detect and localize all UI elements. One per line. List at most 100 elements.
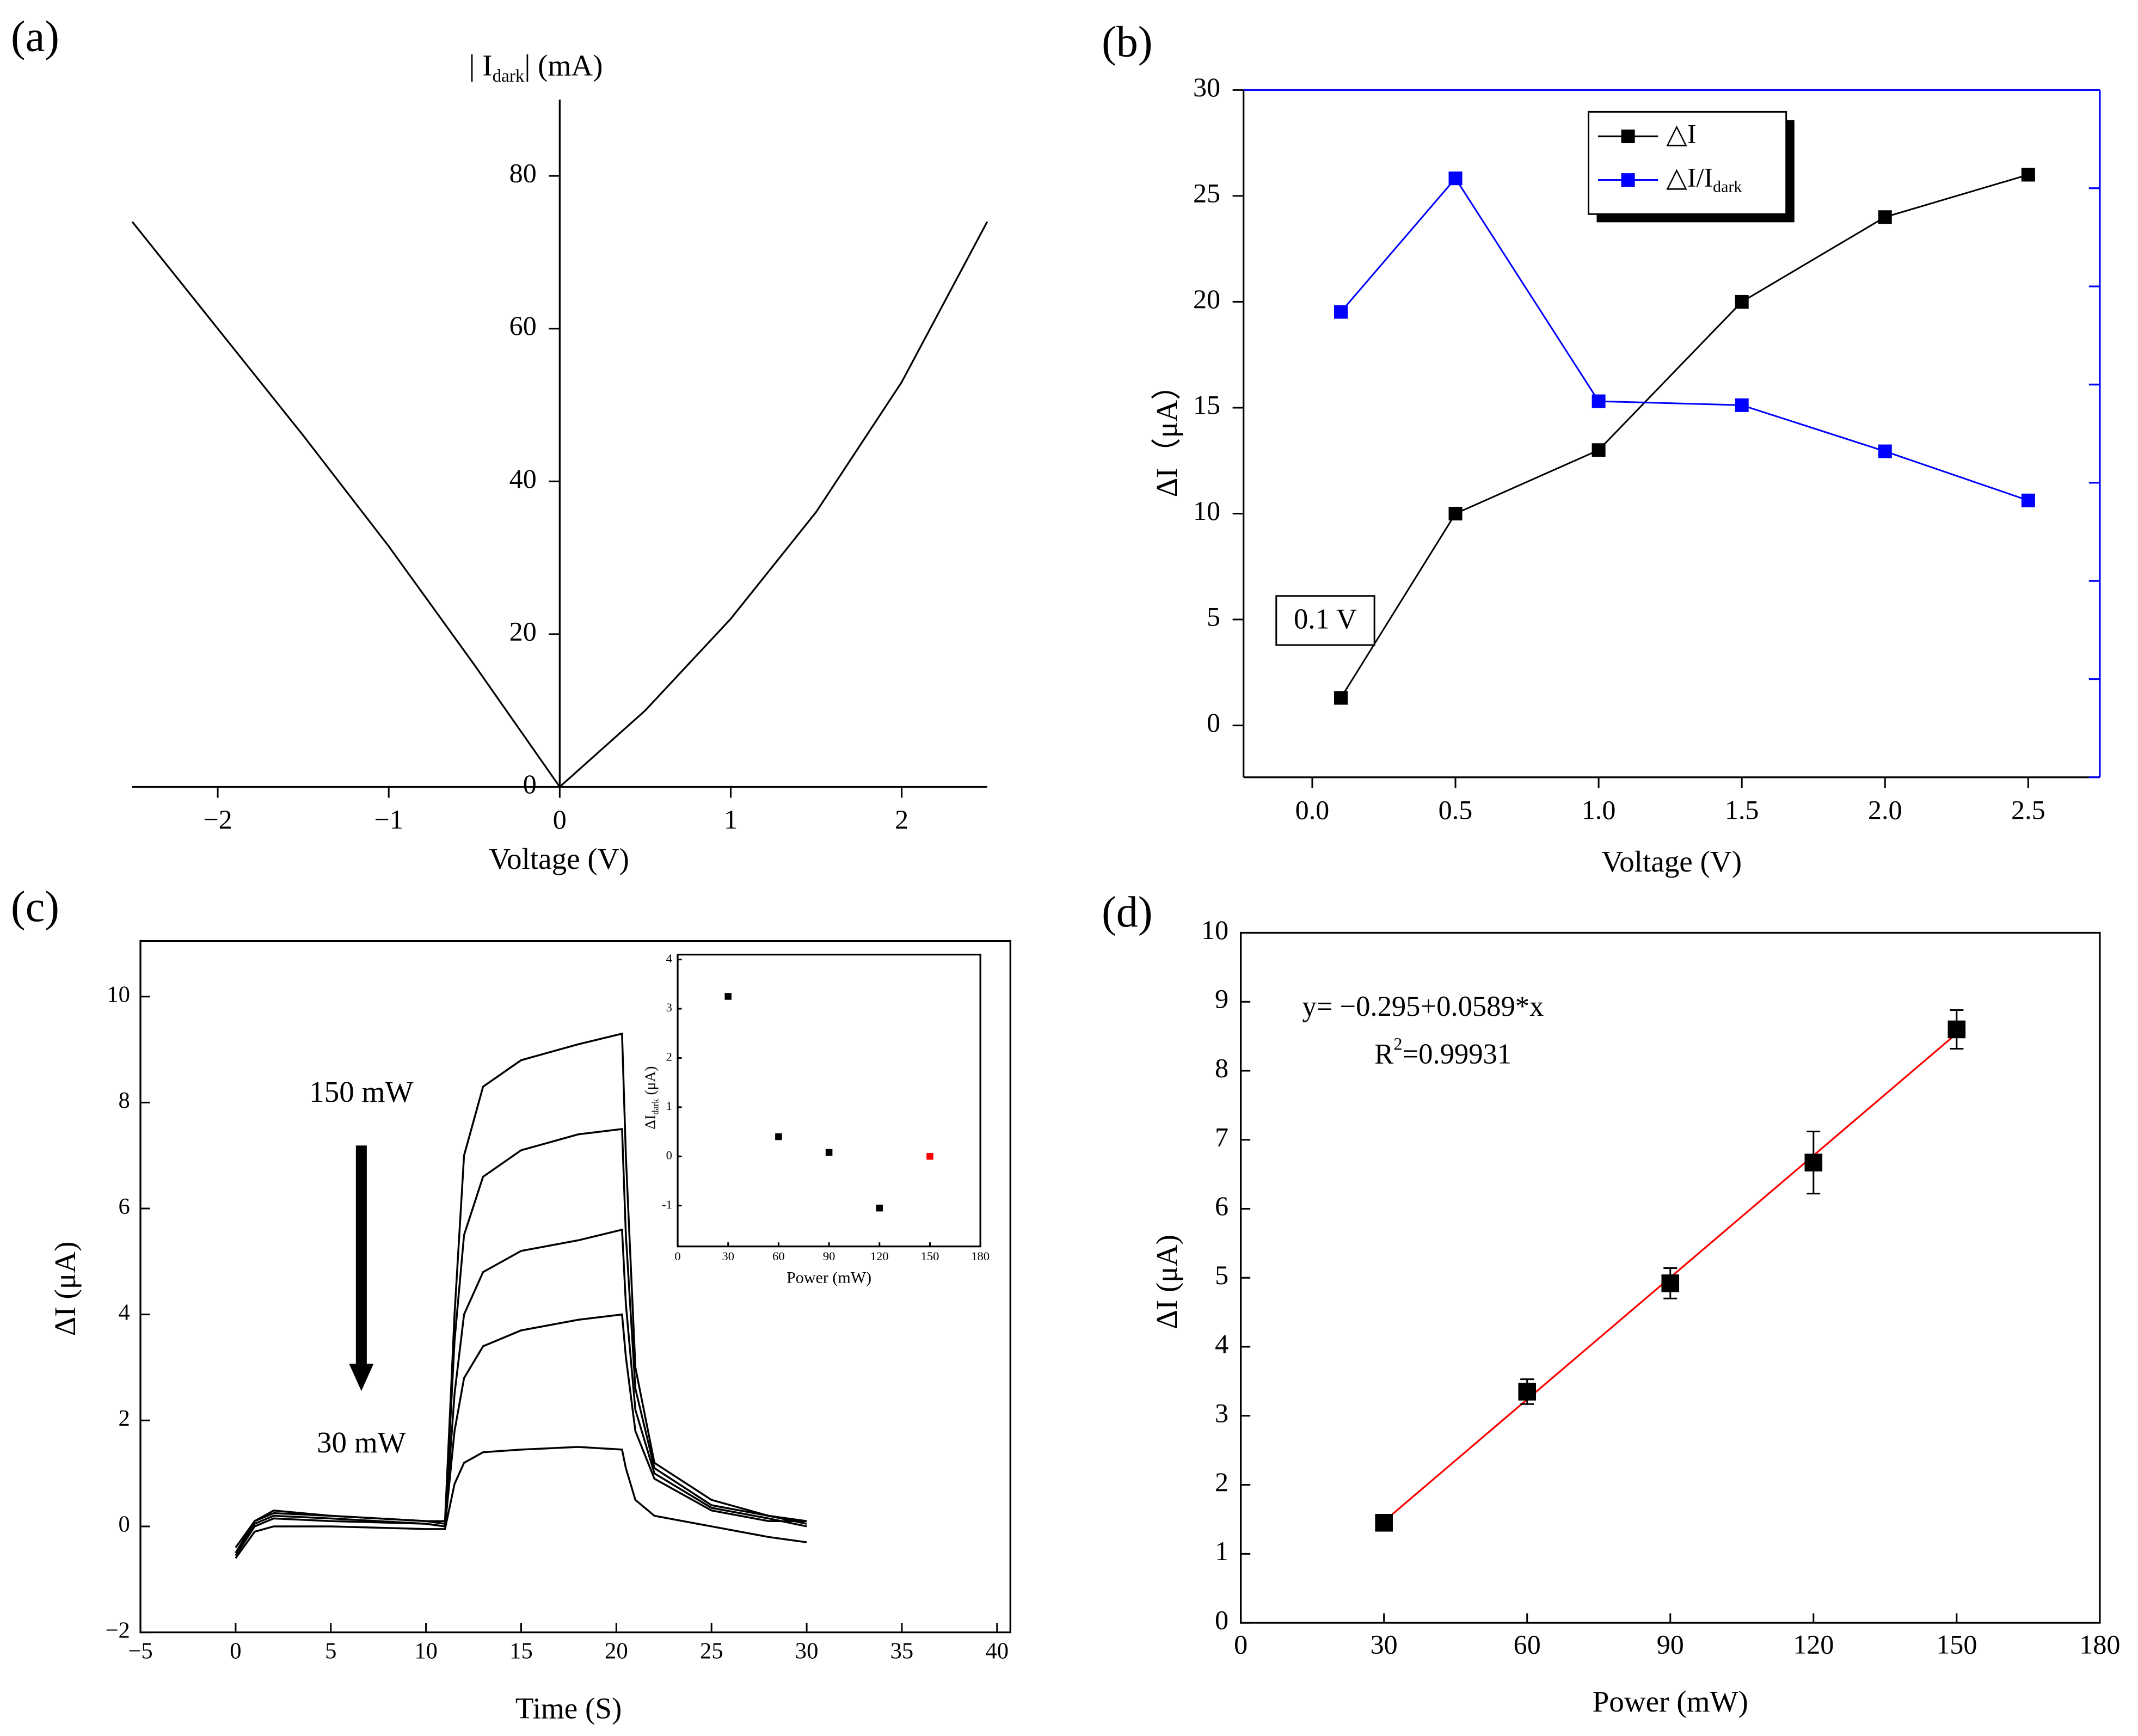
marker	[1375, 1513, 1393, 1532]
x-axis-label: Voltage (V)	[1601, 845, 1742, 878]
x-tick-label: 60	[1514, 1629, 1541, 1660]
y-tick-label: 10	[1193, 495, 1220, 526]
x-tick-label: 60	[772, 1249, 785, 1263]
y-tick-label: 7	[1215, 1121, 1228, 1152]
x-tick-label: 0.0	[1295, 795, 1330, 825]
y-tick-label: 8	[1215, 1053, 1228, 1083]
x-tick-label: 2	[895, 804, 908, 835]
series-line	[235, 1446, 807, 1559]
x-tick-label: 90	[1657, 1629, 1684, 1660]
x-tick-label: 150	[1936, 1629, 1977, 1660]
y-tick-label: 2	[666, 1050, 672, 1064]
marker	[1518, 1383, 1536, 1401]
marker	[926, 1152, 933, 1160]
plot-frame	[139, 940, 1011, 1634]
x-tick-label: 20	[605, 1639, 628, 1664]
marker	[1947, 1020, 1966, 1039]
x-tick-label: 10	[414, 1639, 438, 1664]
legend-text: △I	[1666, 118, 1696, 149]
marker	[876, 1204, 883, 1212]
y-tick-label: 0	[666, 1148, 672, 1162]
y-tick-label: 0	[523, 769, 537, 799]
marker	[1334, 305, 1348, 319]
y-tick-label: 4	[666, 952, 672, 965]
label-part: ΔI	[642, 1115, 659, 1130]
x-tick-label: 120	[1793, 1629, 1834, 1660]
marker	[1448, 506, 1463, 521]
subscript: dark	[493, 66, 525, 85]
y-tick-label: 3	[666, 1001, 672, 1014]
series-line	[1340, 177, 2029, 501]
marker	[1448, 171, 1463, 186]
y-tick-label: 5	[1215, 1260, 1228, 1290]
y-tick-label: 60	[509, 310, 537, 341]
x-tick-label: 120	[870, 1249, 889, 1263]
marker	[1661, 1274, 1680, 1292]
subscript: dark	[650, 1099, 661, 1115]
marker	[1878, 210, 1892, 224]
x-tick-label: 90	[823, 1249, 835, 1263]
x-tick-label: 15	[509, 1639, 533, 1664]
x-tick-label: 0	[1234, 1629, 1248, 1660]
x-tick-label: 30	[795, 1639, 819, 1664]
marker	[1804, 1154, 1823, 1171]
arrow-head	[349, 1364, 374, 1391]
y-tick-label: 2	[1215, 1467, 1228, 1497]
x-tick-label: −1	[374, 804, 403, 835]
x-tick-label: 30	[722, 1249, 734, 1263]
label-part: =0.99931	[1403, 1039, 1512, 1070]
x-tick-label: 180	[2079, 1629, 2120, 1660]
y-tick-label: 20	[509, 616, 537, 646]
marker	[1334, 691, 1348, 705]
marker	[775, 1133, 782, 1140]
legend-text: △I/I	[1666, 162, 1713, 192]
y-axis-label: ΔI（μA）	[1150, 370, 1183, 497]
marker	[1878, 444, 1892, 458]
y-tick-label: -1	[662, 1198, 672, 1211]
label-part: | (mA)	[524, 48, 603, 82]
fit-equation: y= −0.295+0.0589*x	[1302, 991, 1544, 1022]
x-tick-label: 1.5	[1725, 795, 1759, 825]
fit-r2: R2=0.99931	[1374, 1035, 1512, 1070]
panel-label: (a)	[11, 13, 59, 61]
x-tick-label: 180	[971, 1249, 990, 1263]
x-tick-label: 40	[986, 1639, 1009, 1664]
x-tick-label: 0.5	[1439, 795, 1473, 825]
legend	[1587, 111, 1787, 215]
marker	[825, 1149, 833, 1156]
y-tick-label: 3	[1215, 1397, 1228, 1428]
y-tick-label: 8	[119, 1088, 130, 1113]
superscript: 2	[1393, 1035, 1402, 1054]
marker	[2021, 168, 2035, 182]
x-tick-label: 25	[700, 1639, 723, 1664]
y-tick-label: 40	[509, 463, 537, 494]
x-axis-label: Voltage (V)	[489, 842, 629, 875]
axis-label: | Idark| (mA)	[469, 48, 603, 85]
panel-label: (b)	[1102, 19, 1152, 66]
label-part: R	[1374, 1039, 1393, 1070]
y-tick-label: 2	[119, 1406, 130, 1431]
label-part: | I	[469, 48, 492, 82]
annotation: 30 mW	[317, 1426, 406, 1459]
x-tick-label: −2	[203, 804, 232, 835]
x-tick-label: 1	[724, 804, 738, 835]
y-tick-label: 0	[1215, 1605, 1228, 1635]
marker	[1735, 398, 1749, 412]
legend-marker	[1621, 173, 1635, 187]
x-tick-label: 30	[1371, 1629, 1398, 1660]
y-tick-label: −2	[106, 1617, 130, 1643]
legend-marker	[1621, 129, 1635, 144]
legend-label: △I	[1666, 118, 1696, 149]
y-tick-label: 15	[1193, 389, 1220, 420]
x-tick-label: −5	[128, 1639, 152, 1664]
marker	[1592, 443, 1606, 457]
y-axis-label: ΔI (μA)	[48, 1242, 82, 1336]
y-tick-label: 1	[666, 1099, 672, 1113]
x-tick-label: 2.0	[1868, 795, 1902, 825]
series-line	[131, 221, 988, 788]
y-tick-label: 6	[119, 1194, 130, 1219]
panel-label: (d)	[1102, 888, 1152, 936]
y-tick-label: 1	[1215, 1536, 1228, 1566]
